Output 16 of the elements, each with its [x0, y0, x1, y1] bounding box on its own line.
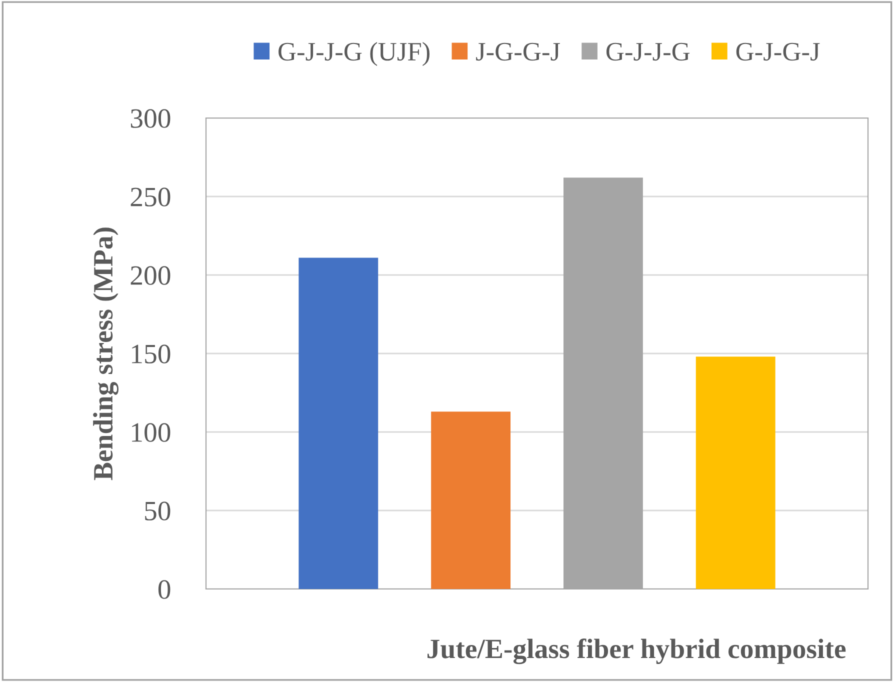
legend-label: G-J-G-J — [736, 42, 820, 61]
y-tick-label: 300 — [130, 109, 170, 128]
y-tick-label: 50 — [145, 502, 170, 520]
y-tick-label: 150 — [132, 344, 170, 364]
bar — [696, 356, 776, 589]
y-tick-label: 0 — [158, 580, 170, 599]
y-axis-title: Bending stress (MPa) — [93, 228, 118, 480]
x-axis-title: Jute/E-glass fiber hybrid composite — [428, 638, 846, 664]
y-tick-label: 100 — [132, 423, 170, 442]
legend-label: J-G-G-J — [476, 42, 560, 61]
legend-label: G-J-J-G (UJF) — [278, 42, 430, 66]
y-tick-label: 200 — [130, 266, 170, 285]
bar — [431, 412, 511, 589]
y-tick-label: 250 — [130, 188, 170, 206]
legend-label: G-J-J-G — [606, 42, 690, 61]
bar — [298, 258, 378, 589]
